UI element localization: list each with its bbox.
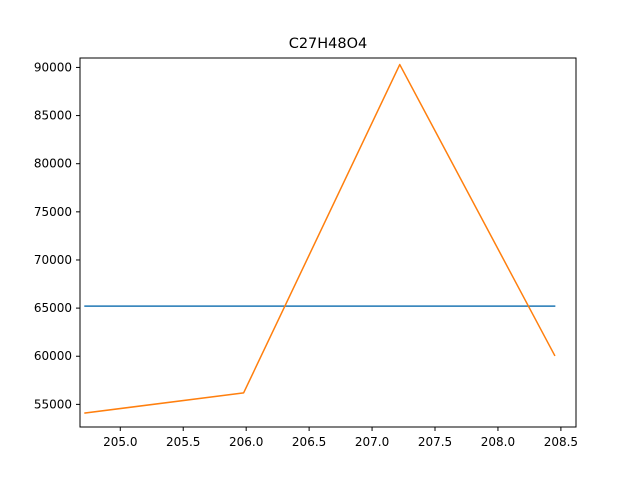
- x-tick-label-1: 205.0: [103, 435, 137, 449]
- x-tick-label-7: 208.0: [481, 435, 515, 449]
- series-line-2: [84, 63, 556, 414]
- y-tick-label-3: 65000: [34, 301, 72, 315]
- y-tick-label-2: 60000: [34, 349, 72, 363]
- x-tick-label-4: 206.5: [292, 435, 326, 449]
- y-axis: 55000 60000 65000 70000 75000 80000 85000 90000: [34, 60, 80, 411]
- plot-frame: [79, 57, 577, 428]
- x-axis: 205.0 205.5 206.0 206.5 207.0 207.5 208.0 208.5: [103, 427, 578, 449]
- x-tick-label-6: 207.5: [418, 435, 452, 449]
- y-tick-label-4: 70000: [34, 253, 72, 267]
- x-tick-label-2: 205.5: [166, 435, 200, 449]
- y-tick-label-6: 80000: [34, 157, 72, 171]
- series-layer: [84, 63, 556, 414]
- x-tick-label-5: 207.0: [355, 435, 389, 449]
- y-tick-label-8: 90000: [34, 60, 72, 74]
- y-tick-label-7: 85000: [34, 109, 72, 123]
- chart-title: C27H48O4: [289, 36, 368, 52]
- y-tick-label-5: 75000: [34, 205, 72, 219]
- x-tick-label-3: 206.0: [229, 435, 263, 449]
- y-tick-label-1: 55000: [34, 397, 72, 411]
- x-tick-label-8: 208.5: [544, 435, 578, 449]
